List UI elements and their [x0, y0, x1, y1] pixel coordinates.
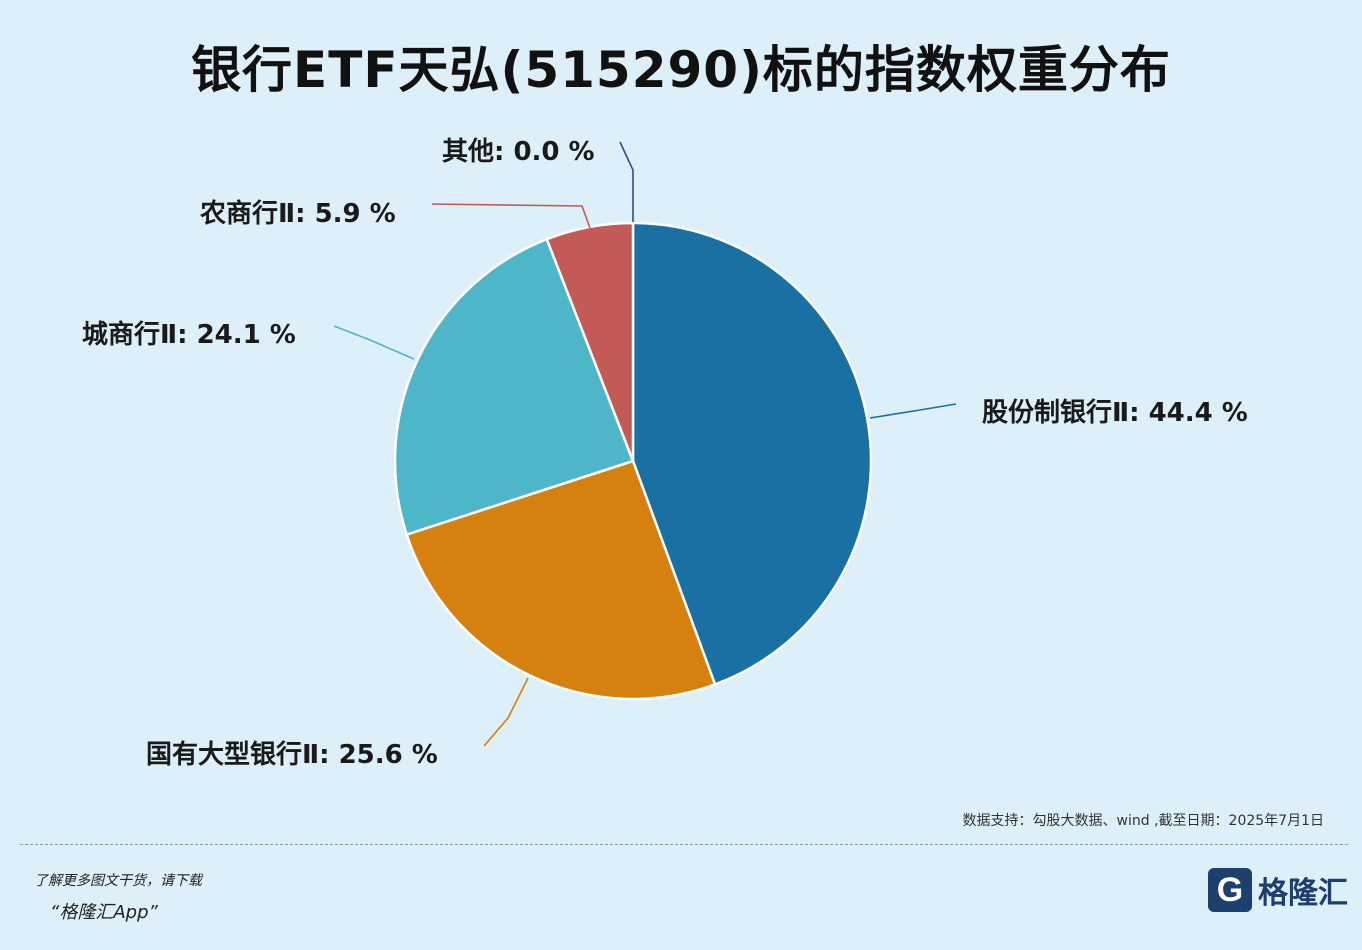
- slice-label-2: 国有大型银行Ⅱ: 25.6 %: [146, 739, 438, 770]
- slice-label-5: 其他: 0.0 %: [442, 137, 595, 167]
- promo-text: 了解更多图文干货，请下载: [34, 873, 202, 889]
- slice-label-1: 股份制银行Ⅱ: 44.4 %: [982, 397, 1248, 428]
- logo-icon: G: [1208, 868, 1252, 912]
- chart-title: 银行ETF天弘(515290)标的指数权重分布: [191, 41, 1171, 99]
- brand-logo: G 格隆汇: [1208, 868, 1348, 912]
- source-note: 数据支持：勾股大数据、wind ,截至日期：2025年7月1日: [962, 813, 1324, 829]
- pie-slice-2: [405, 459, 717, 701]
- leader-line-2: [483, 677, 529, 747]
- pie-slice-1: [631, 221, 873, 687]
- promo-app-name: “格隆汇App”: [50, 902, 158, 923]
- slice-label-3: 城商行Ⅱ: 24.1 %: [82, 319, 296, 350]
- leader-line-1: [869, 403, 957, 419]
- pie-slice-3: [393, 237, 635, 537]
- slice-label-4: 农商行Ⅱ: 5.9 %: [199, 198, 396, 229]
- leader-line-4: [431, 203, 591, 229]
- leader-line-3: [333, 325, 415, 360]
- leader-line-5: [619, 141, 634, 222]
- divider: [20, 844, 1348, 845]
- logo-text: 格隆汇: [1258, 876, 1348, 911]
